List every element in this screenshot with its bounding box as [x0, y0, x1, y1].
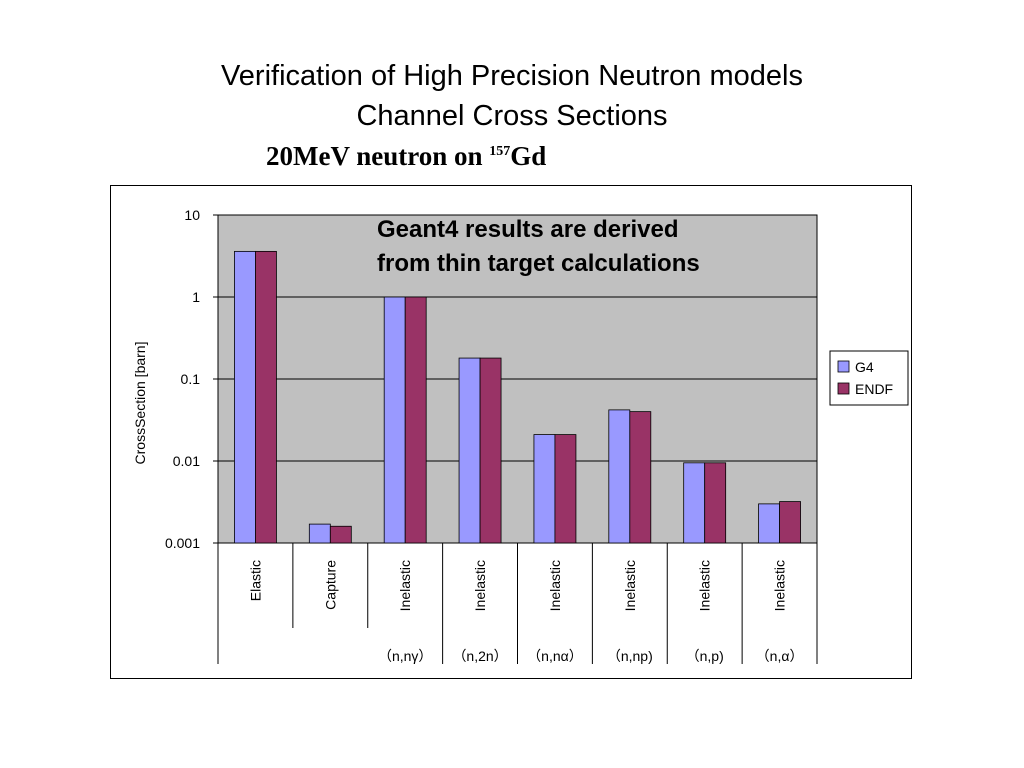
y-tick-label: 0.001: [165, 535, 200, 551]
bar-g4: [308, 523, 331, 544]
bar-g4: [533, 434, 556, 544]
y-tick-label: 1: [192, 289, 200, 305]
legend-label-endf: ENDF: [855, 381, 893, 397]
category-label: Inelastic: [472, 560, 488, 611]
page-subtitle: 20MeV neutron on 157Gd: [266, 136, 546, 176]
bar-endf: [704, 462, 727, 544]
bar-g4: [608, 409, 631, 544]
bar-endf: [779, 501, 801, 544]
legend-box: [829, 350, 909, 406]
bar-g4: [758, 503, 780, 544]
category-sublabel: （n,np): [607, 648, 653, 664]
page-title-line2: Channel Cross Sections: [356, 100, 668, 132]
chart-frame: 10 1 0.1 0.01 0.001 CrossSection [barn] Elasti…: [110, 185, 912, 679]
legend-label-g4: G4: [855, 359, 874, 375]
category-label: Inelastic: [697, 560, 713, 611]
category-label: Inelastic: [397, 560, 413, 611]
subtitle-main: 20MeV neutron on: [266, 141, 490, 171]
bar-endf: [255, 250, 277, 544]
y-axis-label: CrossSection [barn]: [132, 342, 148, 465]
category-sublabel: （n,nα）: [527, 648, 583, 664]
bar-endf: [404, 296, 427, 544]
category-sublabel: （n,p): [686, 648, 724, 664]
bar-endf: [329, 525, 352, 544]
category-label: Inelastic: [547, 560, 563, 611]
y-tick-label: 0.1: [181, 371, 201, 387]
category-label: Capture: [322, 560, 338, 610]
bar-g4: [683, 462, 706, 544]
y-tick-label: 10: [184, 207, 200, 223]
category-label: Elastic: [247, 560, 263, 601]
bar-g4: [383, 296, 406, 544]
category-sublabel: （n,2n）: [452, 648, 507, 664]
bar-endf: [629, 411, 652, 544]
bar-g4: [234, 250, 256, 544]
legend-swatch-endf: [837, 382, 850, 395]
subtitle-element: Gd: [510, 141, 547, 171]
chart-annotation: from thin target calculations: [377, 250, 700, 277]
subtitle-superscript: 157: [489, 144, 511, 159]
chart-svg: 10 1 0.1 0.01 0.001 CrossSection [barn] Elasti…: [132, 207, 909, 664]
category-sublabel: （n,α）: [756, 648, 804, 664]
legend-swatch-g4: [837, 360, 850, 373]
bar-g4: [458, 357, 481, 544]
chart-annotation: Geant4 results are derived: [377, 216, 678, 243]
y-tick-label: 0.01: [173, 453, 200, 469]
page-title: Verification of High Precision Neutron m…: [221, 60, 803, 92]
bar-endf: [479, 357, 502, 544]
bar-endf: [554, 434, 577, 544]
category-label: Inelastic: [772, 560, 788, 611]
category-sublabel: （n,nγ）: [378, 648, 432, 664]
category-label: Inelastic: [622, 560, 638, 611]
